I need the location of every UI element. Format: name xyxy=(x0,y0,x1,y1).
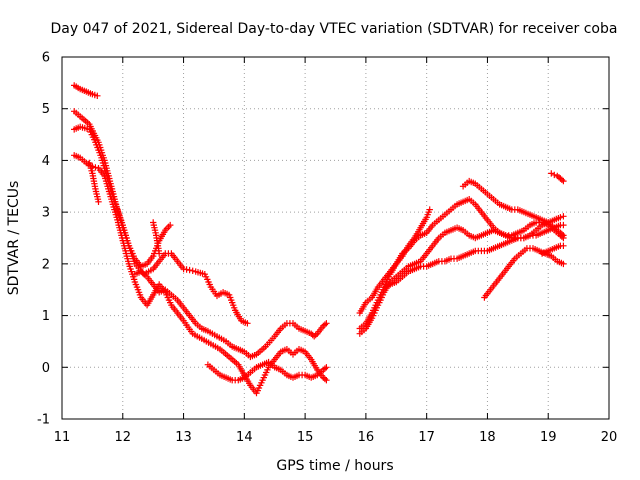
data-point xyxy=(560,232,567,239)
x-tick-label: 13 xyxy=(175,430,192,445)
data-point xyxy=(560,221,567,229)
y-tick-label: 1 xyxy=(42,309,50,324)
data-point xyxy=(186,266,193,274)
data-point xyxy=(321,365,329,372)
data-point xyxy=(560,260,567,268)
x-tick-label: 18 xyxy=(479,430,496,445)
data-point xyxy=(95,198,102,205)
x-tick-label: 19 xyxy=(540,430,557,445)
data-point xyxy=(558,176,566,183)
data-point xyxy=(323,377,330,384)
x-tick-label: 14 xyxy=(236,430,253,445)
data-point xyxy=(551,171,558,179)
data-point xyxy=(557,214,564,221)
y-axis-label: SDTVAR / TECUs xyxy=(6,181,22,296)
data-point xyxy=(321,321,329,328)
y-tick-label: 6 xyxy=(42,51,50,66)
x-tick-label: 11 xyxy=(54,430,71,445)
y-tick-label: 0 xyxy=(42,361,50,376)
x-tick-label: 12 xyxy=(115,430,132,445)
data-point xyxy=(560,177,567,185)
x-tick-label: 17 xyxy=(418,430,435,445)
data-point xyxy=(92,164,99,171)
data-point xyxy=(189,267,196,274)
data-point xyxy=(560,242,567,249)
y-tick-label: 2 xyxy=(42,257,50,272)
data-point xyxy=(558,230,566,238)
y-tick-label: -1 xyxy=(37,413,50,428)
data-point xyxy=(560,213,567,220)
data-point xyxy=(548,170,555,177)
grid-lines xyxy=(62,57,609,419)
y-tick-label: 3 xyxy=(42,206,50,221)
data-point xyxy=(426,206,433,213)
x-tick-label: 16 xyxy=(358,430,375,445)
data-markers xyxy=(71,82,567,397)
y-tick-label: 5 xyxy=(42,102,50,117)
x-tick-label: 20 xyxy=(601,430,618,445)
x-axis-label: GPS time / hours xyxy=(276,458,393,474)
plot-frame xyxy=(61,56,610,420)
data-point xyxy=(244,320,251,327)
x-tick-label: 15 xyxy=(297,430,314,445)
chart-title: Day 047 of 2021, Sidereal Day-to-day VTE… xyxy=(51,21,618,37)
data-point xyxy=(323,320,330,327)
y-tick-label: 4 xyxy=(42,154,50,169)
data-point xyxy=(167,221,174,229)
data-point xyxy=(94,92,101,99)
data-point xyxy=(156,250,163,257)
data-point xyxy=(323,364,330,371)
data-point xyxy=(321,375,329,383)
